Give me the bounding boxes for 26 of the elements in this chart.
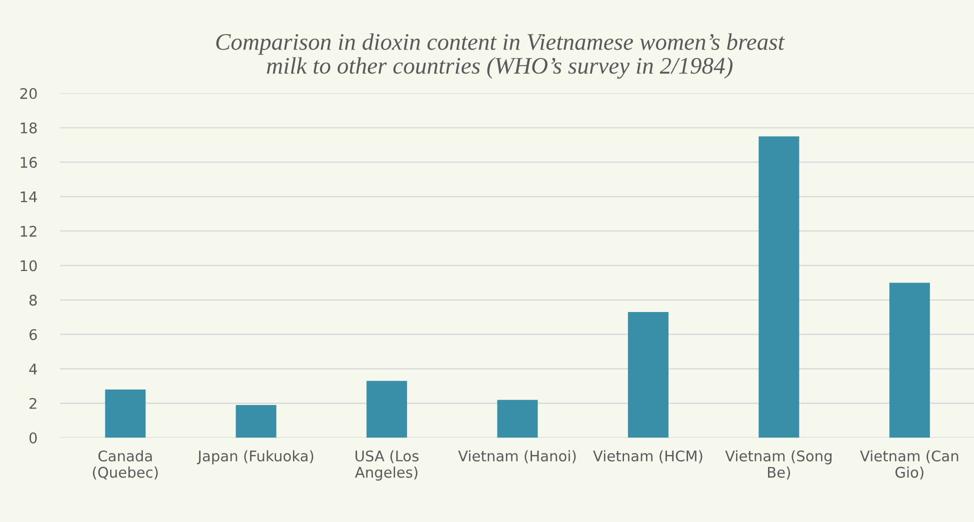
y-tick-label: 18 xyxy=(20,122,37,134)
x-tick-label: Japan (Fukuoka) xyxy=(196,450,314,464)
bar xyxy=(497,400,538,438)
y-tick-label: 16 xyxy=(20,156,37,168)
chart-title: Comparison in dioxin content in Vietnamese women’s breast milk to other countries (WHO’s survey in 2/1984) xyxy=(216,33,785,79)
x-tick-label: Canada (Quebec) xyxy=(92,450,158,480)
y-tick-label: 8 xyxy=(29,294,37,306)
y-tick-label: 0 xyxy=(29,432,37,444)
bar xyxy=(889,282,930,438)
y-tick-label: 4 xyxy=(29,364,37,374)
bar xyxy=(758,136,800,438)
x-tick-label: Vietnam (Hanoi) xyxy=(458,450,576,464)
x-tick-label: Vietnam (Song Be) xyxy=(725,450,832,480)
y-tick-label: 6 xyxy=(30,329,37,340)
bar xyxy=(366,380,408,438)
y-tick-label: 2 xyxy=(30,398,36,409)
y-tick-label: 20 xyxy=(20,88,37,100)
y-tick-label: 12 xyxy=(20,226,36,237)
x-tick-label: Vietnam (HCM) xyxy=(593,450,702,464)
y-tick-label: 14 xyxy=(20,192,37,202)
bar xyxy=(105,389,146,438)
bar xyxy=(236,404,276,438)
y-tick-label: 10 xyxy=(20,260,37,272)
x-tick-label: Vietnam (Can Gio) xyxy=(860,450,958,480)
bar xyxy=(628,312,668,438)
x-tick-label: USA (Los Angeles) xyxy=(355,450,419,481)
